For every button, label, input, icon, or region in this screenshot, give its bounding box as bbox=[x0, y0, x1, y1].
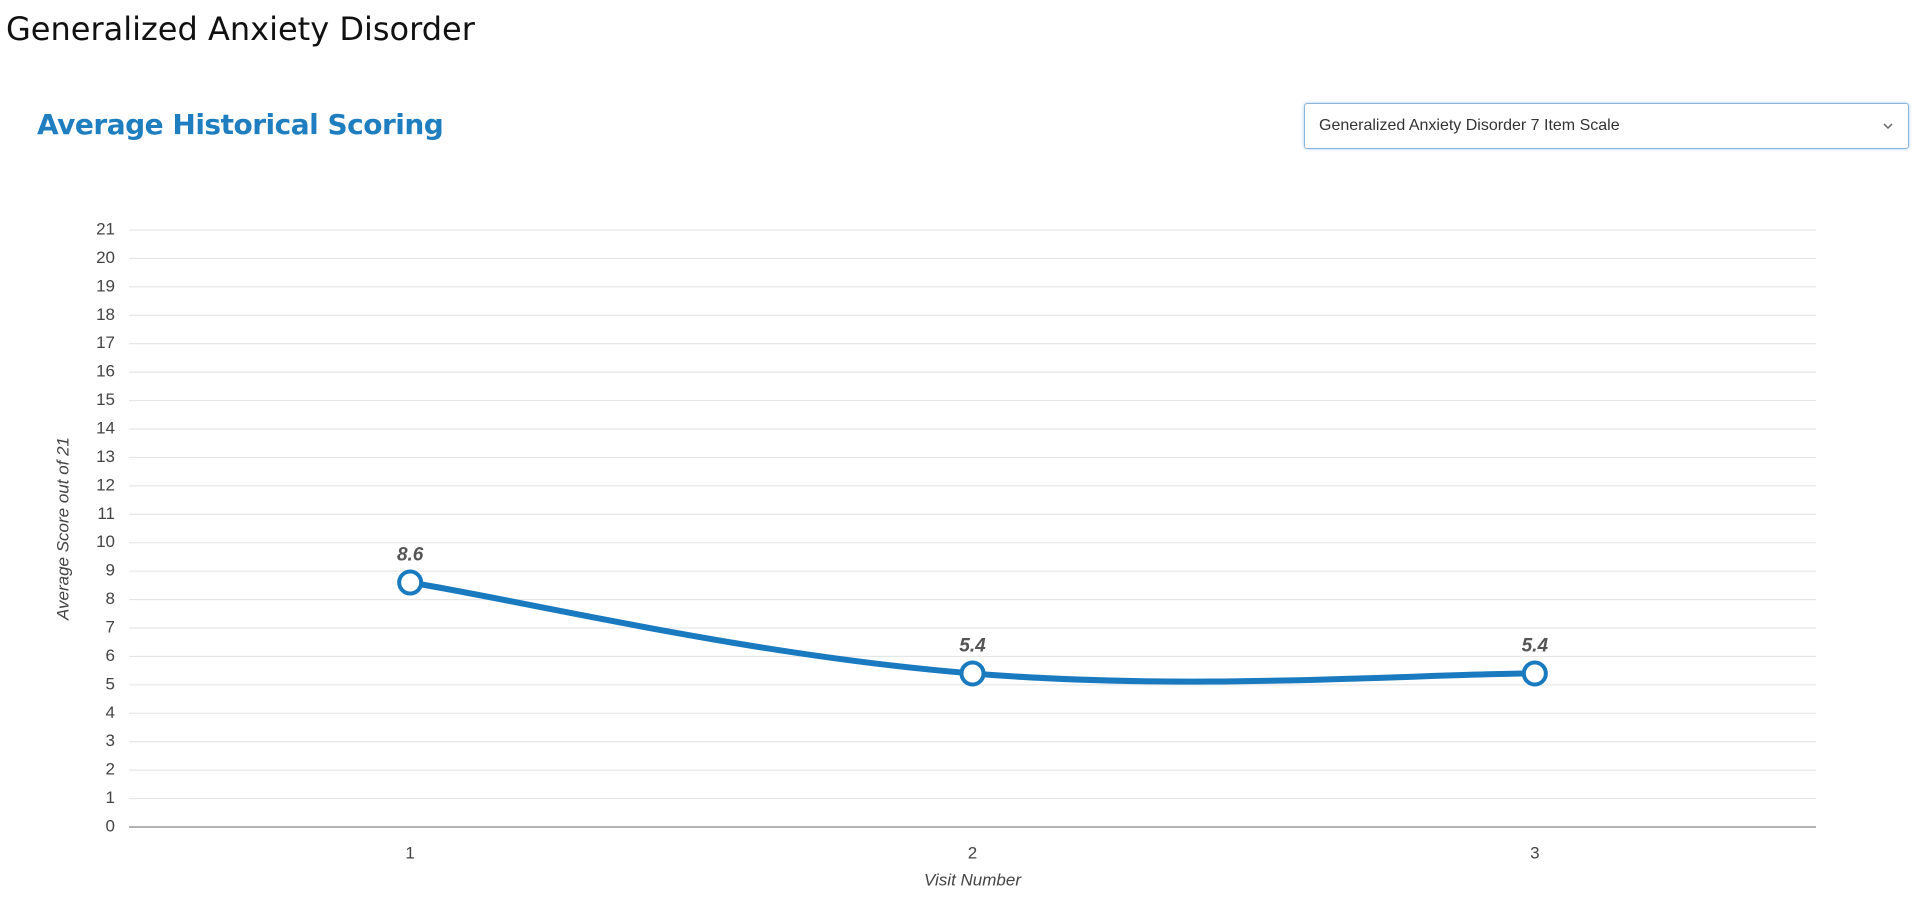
y-tick-label: 5 bbox=[106, 674, 115, 693]
value-label: 8.6 bbox=[397, 545, 424, 566]
y-tick-label: 16 bbox=[96, 362, 115, 381]
y-tick-label: 12 bbox=[96, 475, 115, 494]
point bbox=[959, 660, 986, 687]
chart-title: Average Historical Scoring bbox=[37, 108, 444, 141]
y-tick-label: 11 bbox=[97, 504, 115, 523]
y-tick-label: 9 bbox=[106, 561, 115, 580]
y-tick-label: 14 bbox=[96, 418, 115, 437]
x-tick-label: 3 bbox=[1530, 843, 1539, 862]
y-tick-label: 15 bbox=[96, 390, 115, 409]
point bbox=[397, 569, 424, 596]
y-tick-label: 20 bbox=[96, 248, 115, 267]
y-tick-label: 18 bbox=[96, 305, 115, 324]
y-tick-label: 2 bbox=[106, 760, 115, 779]
y-tick-label: 1 bbox=[106, 788, 115, 807]
x-tick-label: 1 bbox=[405, 843, 414, 862]
y-tick-label: 19 bbox=[96, 276, 115, 295]
page-title: Generalized Anxiety Disorder bbox=[6, 10, 475, 48]
scale-dropdown[interactable]: Generalized Anxiety Disorder 7 Item Scal… bbox=[1304, 103, 1909, 149]
y-tick-label: 8 bbox=[106, 589, 115, 608]
y-tick-label: 13 bbox=[96, 447, 115, 466]
y-tick-label: 3 bbox=[106, 731, 115, 750]
y-tick-label: 17 bbox=[96, 333, 115, 352]
value-label: 5.4 bbox=[1522, 636, 1549, 657]
point bbox=[1521, 660, 1548, 687]
dropdown-value: Generalized Anxiety Disorder 7 Item Scal… bbox=[1319, 117, 1620, 134]
x-axis-label: Visit Number bbox=[924, 870, 1022, 889]
y-tick-label: 0 bbox=[106, 816, 115, 835]
y-tick-label: 6 bbox=[106, 646, 115, 665]
x-tick-label: 2 bbox=[968, 843, 977, 862]
y-tick-label: 21 bbox=[96, 219, 115, 238]
y-axis-label: Average Score out of 21 bbox=[53, 437, 72, 621]
y-tick-label: 10 bbox=[96, 532, 115, 551]
dropdown-arrow bbox=[1883, 123, 1893, 130]
value-label: 5.4 bbox=[959, 636, 986, 657]
y-tick-label: 4 bbox=[106, 703, 115, 722]
y-tick-label: 7 bbox=[106, 617, 115, 636]
